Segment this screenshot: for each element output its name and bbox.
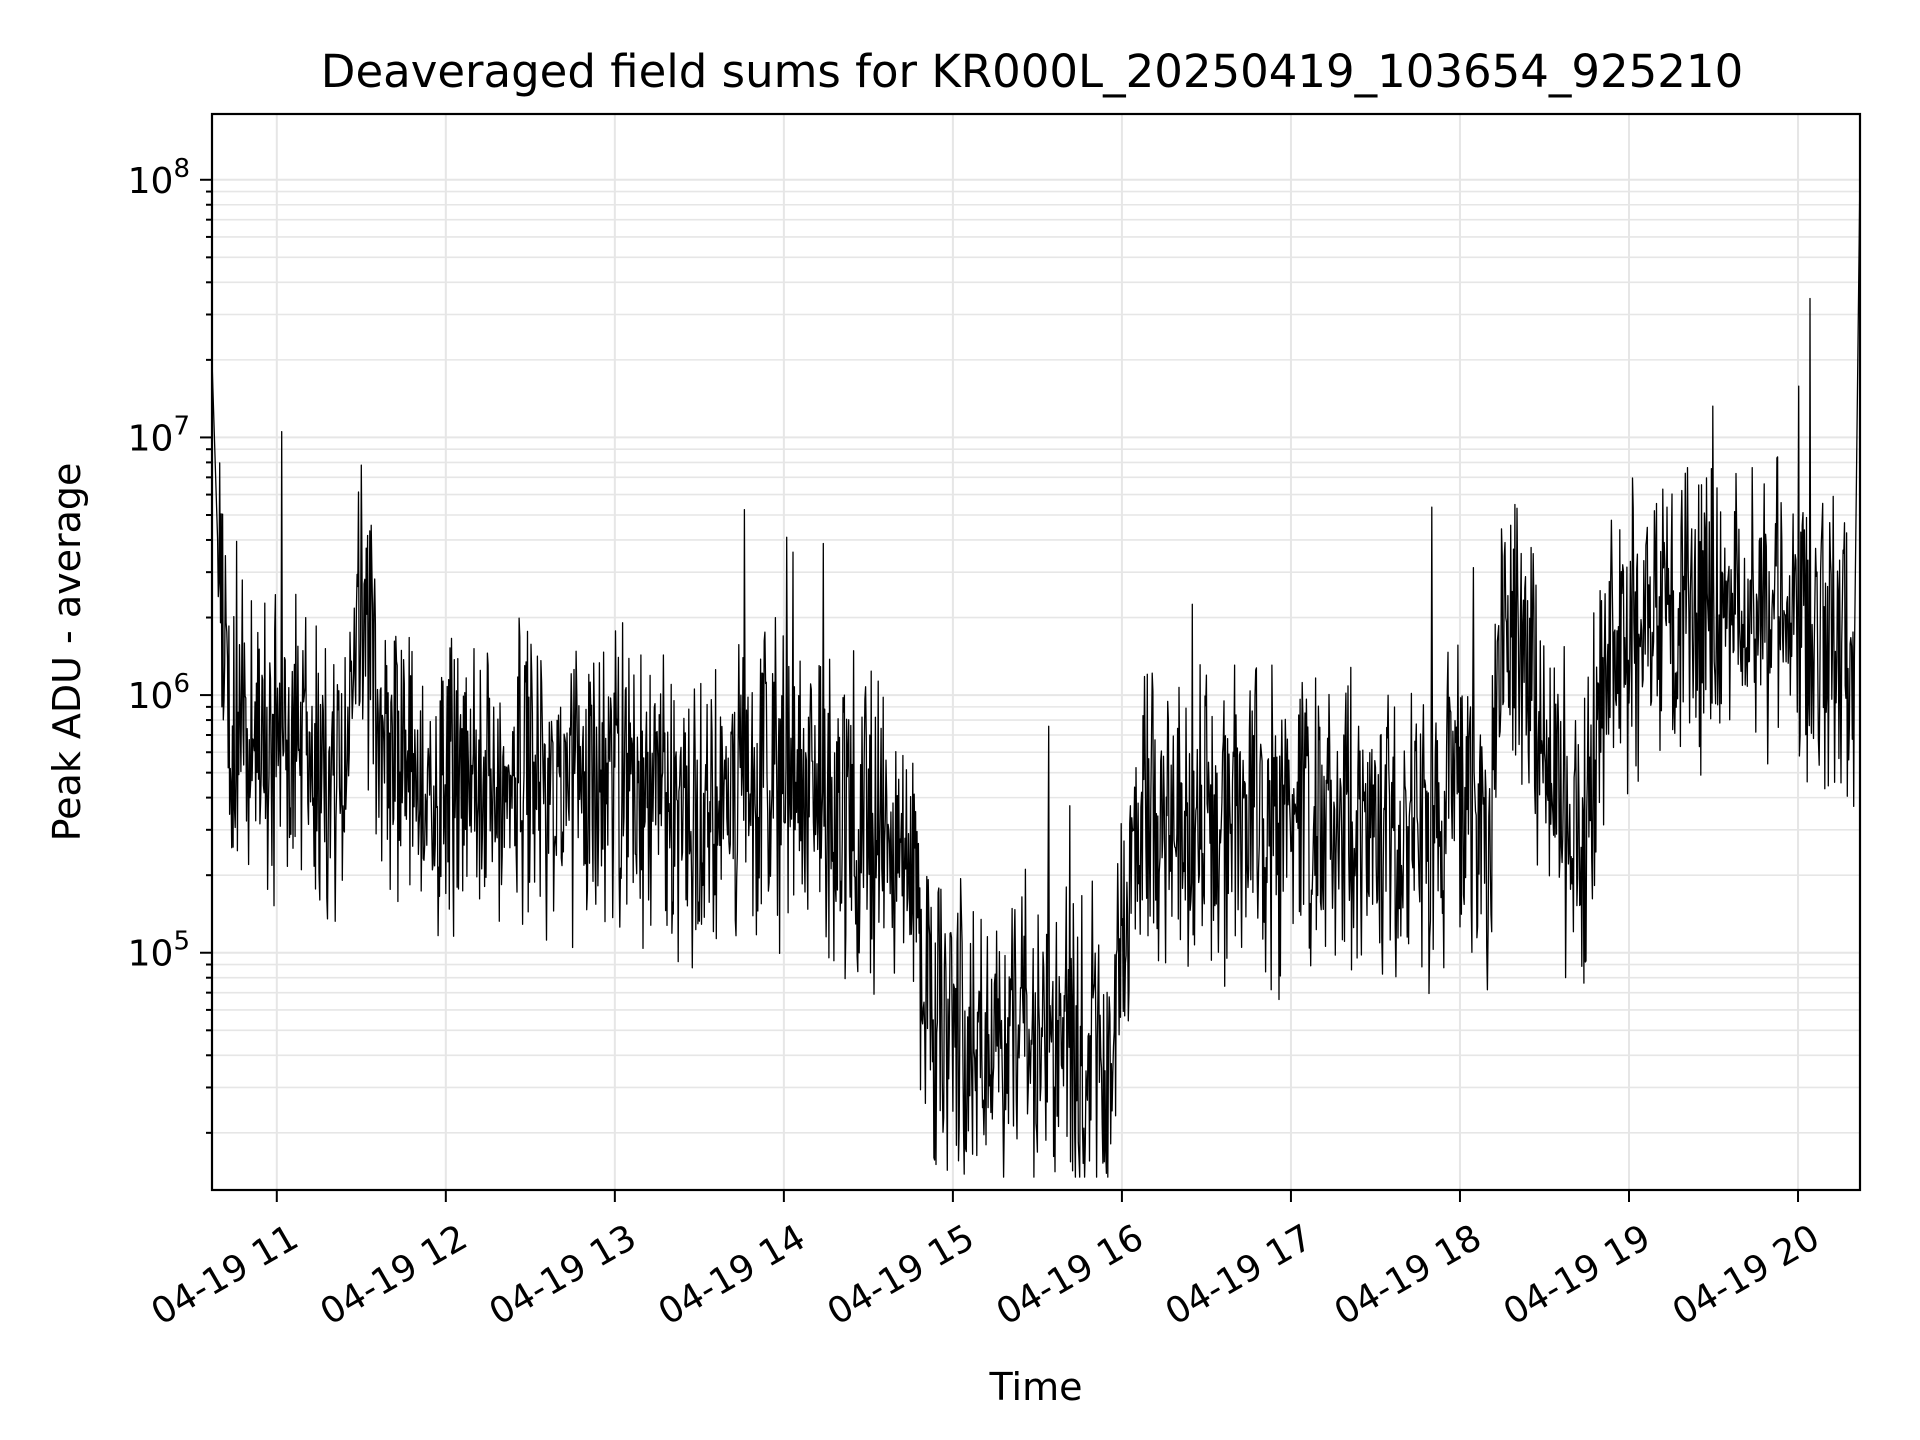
x-tick-label: 04-19 12 [314, 1217, 475, 1333]
x-tick-label: 04-19 15 [821, 1217, 982, 1333]
y-tick-label: 106 [128, 669, 190, 717]
y-tick-label: 108 [128, 154, 190, 202]
x-axis-label: Time [989, 1365, 1083, 1409]
x-tick-label: 04-19 18 [1328, 1217, 1489, 1333]
x-tick-label: 04-19 14 [652, 1217, 813, 1333]
y-axis-label: Peak ADU - average [45, 463, 89, 842]
x-tick-label: 04-19 11 [145, 1217, 306, 1333]
y-tick-label: 107 [128, 411, 190, 459]
series-line [211, 169, 1861, 1178]
x-tick-label: 04-19 17 [1159, 1217, 1320, 1333]
x-tick-label: 04-19 13 [483, 1217, 644, 1333]
x-tick-label: 04-19 19 [1497, 1217, 1658, 1333]
chart-title: Deaveraged field sums for KR000L_2025041… [321, 45, 1743, 98]
x-tick-label: 04-19 16 [990, 1217, 1151, 1333]
plot-area [211, 169, 1861, 1178]
x-tick-label: 04-19 20 [1666, 1217, 1827, 1333]
y-tick-label: 105 [128, 927, 190, 975]
plot-frame [210, 112, 1862, 1192]
